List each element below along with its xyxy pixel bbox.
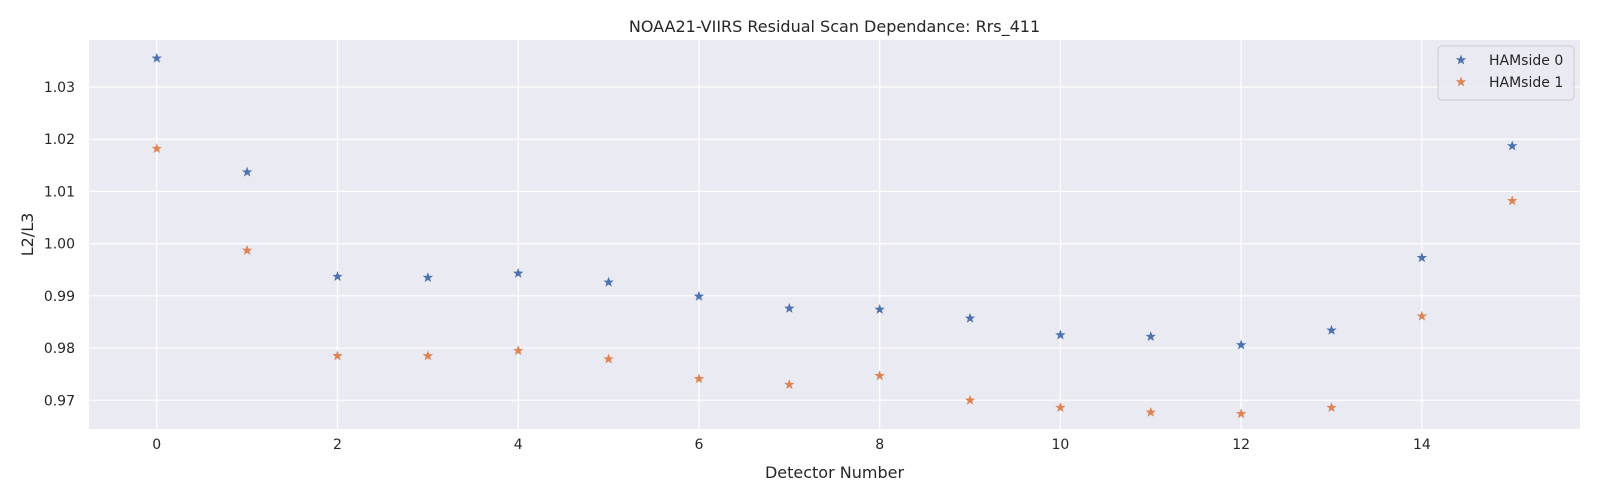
data-point [1055,329,1066,340]
data-point [964,312,976,323]
y-tick-label: 1.03 [44,80,75,96]
y-tick-label: 1.01 [44,184,75,200]
x-tick-label: 4 [514,437,523,453]
legend-marker [1455,76,1467,87]
data-point [693,290,705,301]
legend-box [1437,45,1575,101]
data-point [332,271,343,281]
x-tick-label: 2 [333,437,342,453]
x-tick-label: 10 [1051,437,1069,453]
data-point [1145,406,1156,417]
data-point [603,276,614,287]
data-point [874,370,885,381]
data-point [151,52,162,63]
data-point [1416,310,1428,321]
data-point [784,379,795,390]
plot-area [89,40,1580,429]
x-tick-label: 14 [1413,437,1431,453]
data-point [603,353,614,364]
x-tick-label: 8 [875,437,884,453]
data-point [1326,402,1337,413]
data-point [151,143,162,154]
data-point [1055,402,1066,413]
data-point [422,272,434,283]
x-axis-label: Detector Number [765,463,905,482]
data-point [1507,140,1518,151]
data-point [1235,339,1247,350]
x-tick-label: 0 [152,437,161,453]
data-point [513,345,524,356]
series-1 [151,143,1518,419]
x-tick-label: 12 [1232,437,1250,453]
legend-label: HAMside 0 [1489,53,1563,69]
data-point [1507,195,1518,206]
y-tick-label: 1.02 [44,132,75,148]
tick-labels: 0 2 4 6 8 10 12 14 0.97 0.98 0.99 1.00 1.01 1.02 1.03 [44,80,1431,453]
data-point [1416,252,1428,263]
y-axis-label: L2/L3 [18,213,37,257]
chart-title: NOAA21-VIIRS Residual Scan Dependance: R… [629,17,1040,37]
y-tick-label: 0.99 [44,289,75,305]
legend-marker [1455,54,1467,65]
data-point [1145,331,1156,342]
data-point [241,244,253,255]
data-point [1235,408,1247,419]
legend: HAMside 0 HAMside 1 [1437,45,1575,101]
data-point [513,267,524,278]
y-tick-label: 0.97 [44,393,75,409]
x-tick-label: 6 [694,437,703,453]
legend-label: HAMside 1 [1489,75,1563,91]
data-point [241,166,253,177]
data-point [1326,324,1337,335]
data-point [693,373,705,384]
data-point [874,303,885,314]
y-tick-label: 0.98 [44,341,75,357]
data-point [964,394,976,405]
series-0 [151,52,1518,350]
data-point [332,350,343,361]
data-point [784,302,795,313]
data-point [422,350,434,361]
y-tick-label: 1.00 [44,237,75,253]
grid [89,40,1580,429]
data-markers [151,52,1518,419]
